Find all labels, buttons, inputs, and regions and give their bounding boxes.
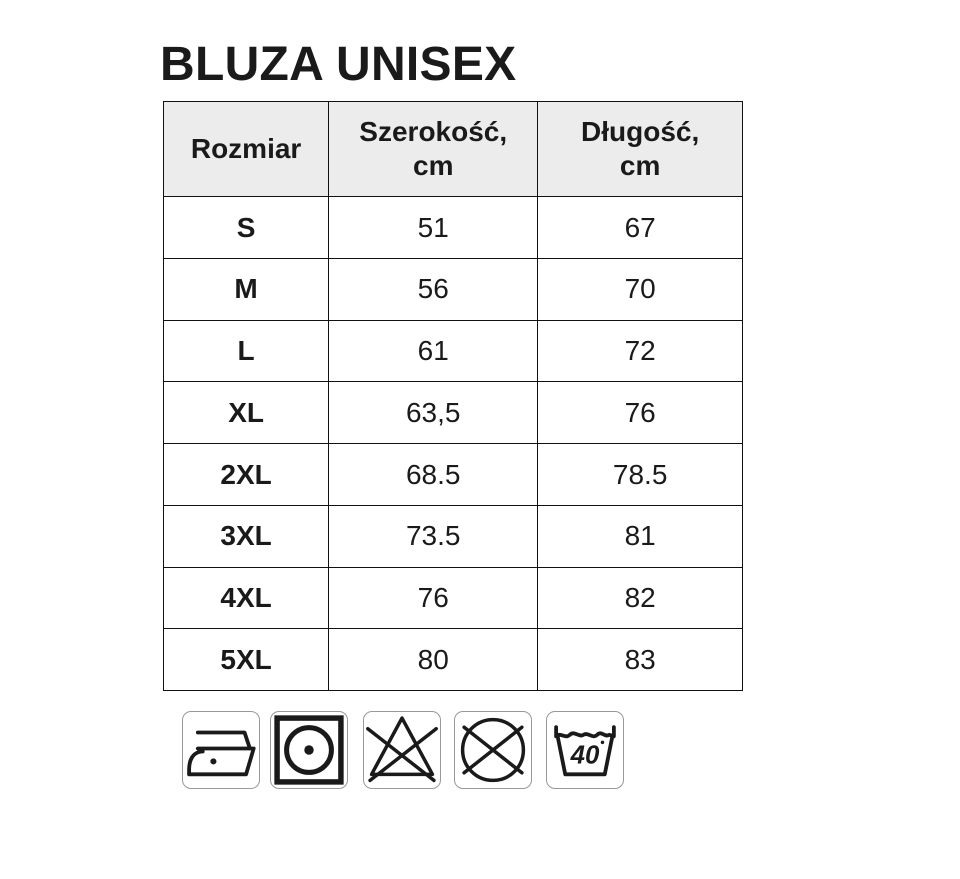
svg-text:40: 40 [570, 742, 600, 770]
